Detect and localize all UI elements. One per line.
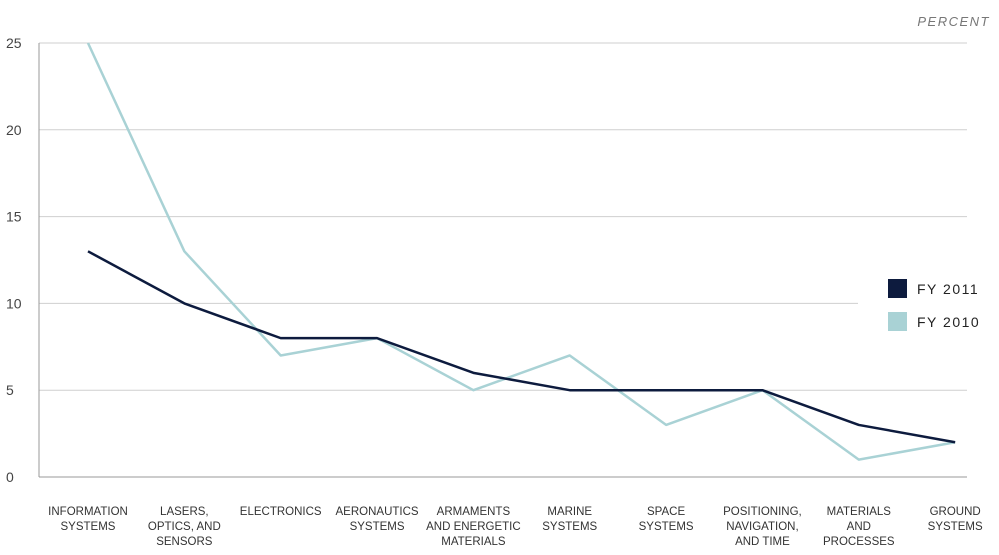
y-tick-label: 20 — [6, 122, 22, 138]
y-tick-label: 15 — [6, 209, 22, 225]
legend: FY 2011 FY 2010 — [858, 268, 988, 338]
x-category-label: ARMAMENTS AND ENERGETIC MATERIALS — [426, 506, 521, 548]
x-category-label: MATERIALS AND PROCESSES — [823, 506, 895, 548]
series-line — [86, 42, 956, 461]
legend-background — [858, 268, 988, 338]
x-category-label: INFORMATION SYSTEMS — [48, 506, 128, 533]
y-tick-label: 0 — [6, 469, 14, 485]
legend-label: FY 2010 — [917, 314, 980, 330]
y-tick-label: 10 — [6, 295, 22, 311]
x-category-label: AERONAUTICS SYSTEMS — [336, 506, 419, 533]
x-category-label: ELECTRONICS — [240, 506, 322, 518]
x-category-label: GROUND SYSTEMS — [928, 506, 983, 533]
x-category-label: LASERS, OPTICS, AND SENSORS — [148, 506, 221, 548]
legend-swatch — [888, 279, 907, 298]
x-category-label: MARINE SYSTEMS — [542, 506, 597, 533]
series-line — [87, 250, 956, 444]
y-tick-label: 25 — [6, 35, 22, 51]
legend-label: FY 2011 — [917, 281, 979, 297]
x-axis-categories: INFORMATION SYSTEMS LASERS, OPTICS, AND SENS… — [48, 506, 983, 548]
series-lines — [86, 42, 956, 461]
legend-swatch — [888, 312, 907, 331]
grid-lines — [39, 42, 967, 478]
unit-label: PERCENT — [917, 14, 990, 29]
x-category-label: POSITIONING, NAVIGATION, AND TIME — [723, 506, 802, 548]
y-tick-label: 5 — [6, 382, 14, 398]
x-category-label: SPACE SYSTEMS — [639, 506, 694, 533]
y-axis-ticks: 0 5 10 15 20 25 — [6, 35, 22, 485]
